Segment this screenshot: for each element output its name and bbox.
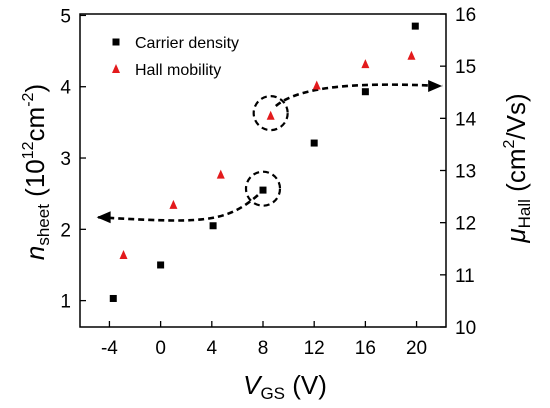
x-tick-label: 4 <box>207 338 218 359</box>
y-right-tick-label: 16 <box>455 5 476 26</box>
dashed-circle <box>252 95 289 132</box>
y-right-tick-label: 14 <box>455 109 477 130</box>
y-right-tick-label: 11 <box>455 266 475 287</box>
x-tick-label: -4 <box>101 338 118 359</box>
legend: Carrier density Hall mobility <box>112 35 239 79</box>
hall-mobility-point <box>216 169 225 179</box>
x-tick-label: 12 <box>304 338 325 359</box>
x-tick-label: 20 <box>406 338 427 359</box>
x-tick-label: 16 <box>355 338 376 359</box>
y-left-tick-label: 2 <box>60 220 71 241</box>
arrowhead <box>96 211 111 224</box>
legend-square-marker <box>112 38 120 46</box>
y-right-tick-label: 15 <box>455 57 476 78</box>
hall-mobility-point <box>266 110 275 120</box>
carrier-density-point <box>109 294 117 302</box>
data-markers <box>109 22 419 302</box>
hall-mobility-point <box>119 250 128 260</box>
hall-mobility-point <box>312 80 321 90</box>
hysteresis-arrow-right <box>274 83 443 107</box>
hall-mobility-point <box>169 199 178 209</box>
y-left-tick-label: 5 <box>60 6 71 27</box>
hysteresis-arrow-left <box>96 194 259 222</box>
arrowhead <box>428 80 443 93</box>
carrier-density-point <box>259 186 267 194</box>
hall-mobility-point <box>361 59 370 69</box>
y-left-tick-label: 4 <box>60 78 71 99</box>
carrier-density-point <box>361 88 369 96</box>
y-right-tick-label: 12 <box>455 214 476 235</box>
y-right-axis-title: μHall (cm2/Vs) <box>501 93 534 243</box>
y-left-axis-title: nsheet (1012cm-2) <box>20 84 53 260</box>
hall-mobility-point <box>407 50 416 60</box>
legend-label: Hall mobility <box>135 62 221 79</box>
hysteresis-annotations <box>96 80 443 224</box>
plot-border <box>79 13 447 328</box>
x-axis-title: VGS (V) <box>243 370 327 403</box>
y-right-tick-label: 13 <box>455 162 476 183</box>
y-left-tick-label: 1 <box>60 292 71 313</box>
carrier-density-point <box>310 139 318 147</box>
legend-label: Carrier density <box>135 35 239 52</box>
carrier-density-point <box>157 261 165 269</box>
carrier-density-point <box>209 222 217 230</box>
dashed-circle <box>244 170 282 207</box>
x-tick-label: 8 <box>258 338 269 359</box>
y-left-tick-label: 3 <box>60 149 71 170</box>
x-tick-label: 0 <box>155 338 166 359</box>
plot-frame <box>79 13 447 328</box>
carrier-density-point <box>411 22 419 30</box>
y-right-tick-label: 10 <box>455 318 476 339</box>
legend-triangle-marker <box>112 64 120 73</box>
